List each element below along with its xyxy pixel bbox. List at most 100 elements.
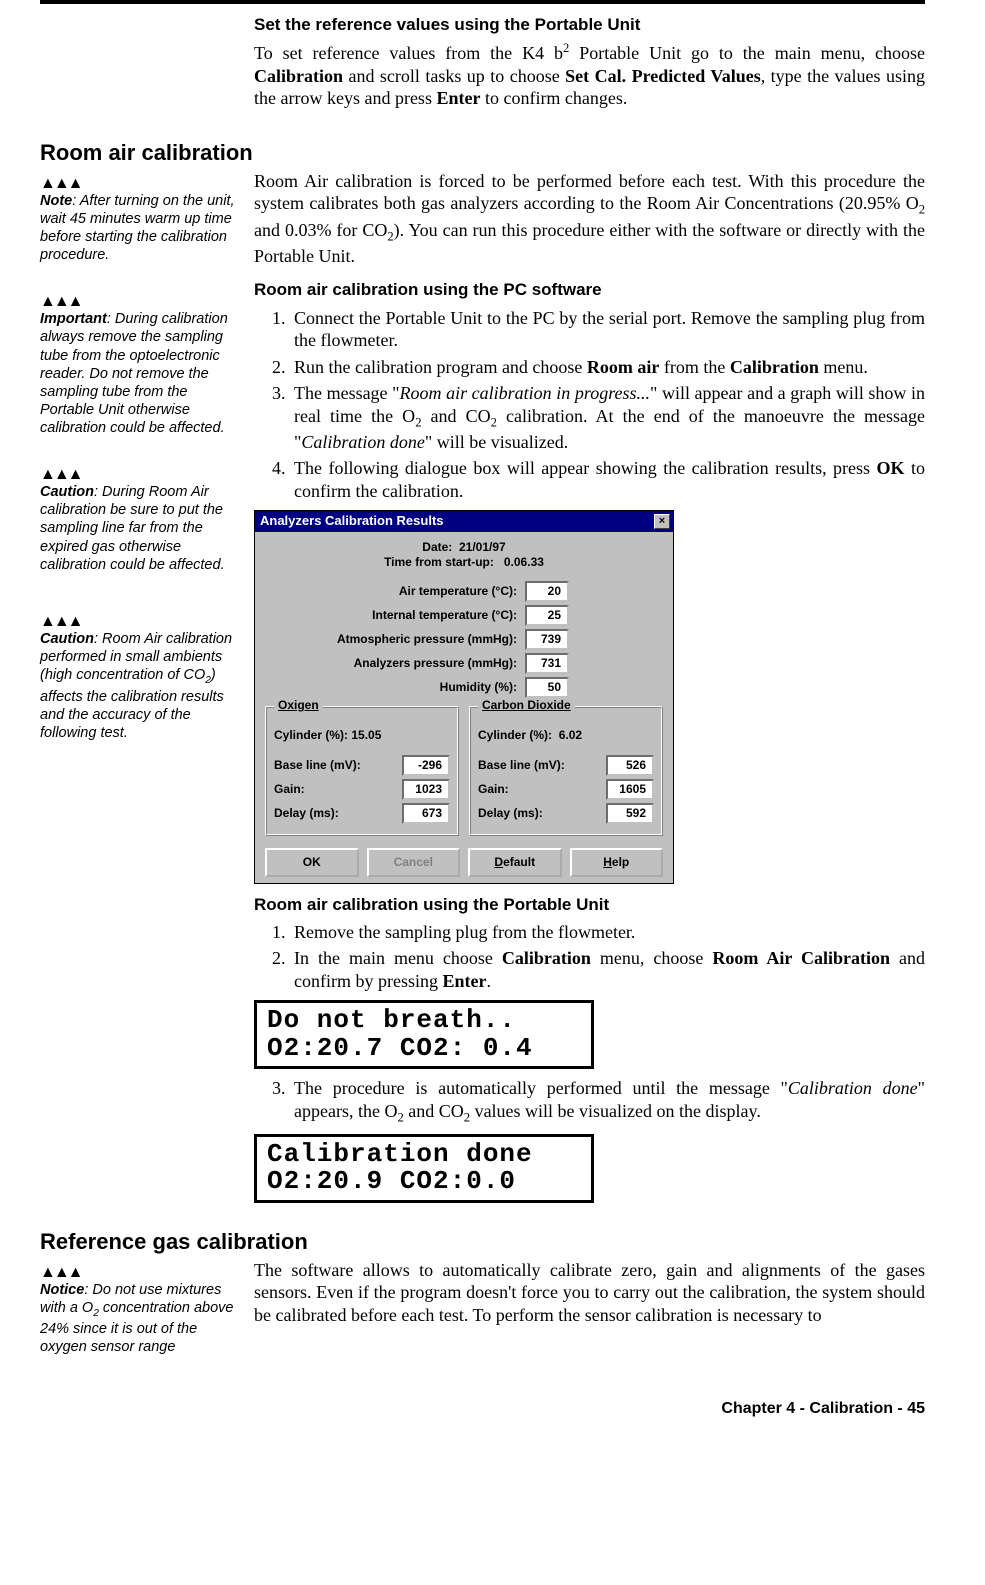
- airtemp-label: Air temperature (°C):: [265, 584, 525, 599]
- inttemp-label: Internal temperature (°C):: [265, 608, 525, 623]
- paragraph-set-ref: To set reference values from the K4 b2 P…: [254, 41, 925, 110]
- co2-cyl: 6.02: [559, 728, 582, 743]
- lcd-display-2: Calibration done O2:20.9 CO2:0.0: [254, 1134, 594, 1203]
- base-label: Base line (mV):: [274, 758, 361, 773]
- o2-base[interactable]: -296: [402, 755, 450, 776]
- sidebar-important: ▲▲▲ Important: During calibration always…: [40, 294, 240, 437]
- text: Room air: [587, 357, 659, 377]
- triangle-icon: ▲▲▲: [40, 294, 240, 310]
- text: menu, choose: [591, 948, 712, 968]
- date-value: 21/01/97: [459, 540, 506, 554]
- pu-steps-list-2: The procedure is automatically performed…: [254, 1077, 925, 1126]
- airtemp-value[interactable]: 20: [525, 581, 569, 602]
- text: Calibration done: [301, 432, 425, 452]
- text: Room Air Calibration: [712, 948, 890, 968]
- sidebar-notice: ▲▲▲ Notice: Do not use mixtures with a O…: [40, 1265, 240, 1357]
- gain-label: Gain:: [478, 782, 509, 797]
- sidebar-caution-2: ▲▲▲ Caution: Room Air calibration perfor…: [40, 614, 240, 742]
- paragraph-ref-gas: The software allows to automatically cal…: [254, 1259, 925, 1327]
- heading-set-ref: Set the reference values using the Porta…: [254, 14, 925, 35]
- o2-gain[interactable]: 1023: [402, 779, 450, 800]
- o2-delay[interactable]: 673: [402, 803, 450, 824]
- atm-label: Atmospheric pressure (mmHg):: [265, 632, 525, 647]
- text: Room Air calibration is forced to be per…: [254, 171, 925, 214]
- text: Enter: [442, 971, 486, 991]
- caution-label: Caution: [40, 631, 94, 647]
- list-item: The procedure is automatically performed…: [290, 1077, 925, 1126]
- important-label: Important: [40, 311, 107, 327]
- list-item: In the main menu choose Calibration menu…: [290, 947, 925, 992]
- text: Enter: [436, 88, 480, 108]
- text: In the main menu choose: [294, 948, 502, 968]
- anp-value[interactable]: 731: [525, 653, 569, 674]
- text: To set reference values from the K4 b: [254, 43, 563, 63]
- triangle-icon: ▲▲▲: [40, 467, 240, 483]
- oxygen-title: OOxigenxigen: [274, 698, 323, 713]
- text: Calibration: [730, 357, 819, 377]
- list-item: The message "Room air calibration in pro…: [290, 382, 925, 453]
- delay-label: Delay (ms):: [478, 806, 543, 821]
- o2-cyl: 15.05: [351, 728, 381, 743]
- lcd-line: O2:20.9 CO2:0.0: [267, 1168, 581, 1195]
- text: from the: [659, 357, 729, 377]
- note-label: Note: [40, 193, 72, 209]
- text: Calibration: [254, 66, 343, 86]
- close-icon[interactable]: ×: [654, 514, 670, 529]
- heading-pc-software: Room air calibration using the PC softwa…: [254, 279, 925, 300]
- text: The following dialogue box will appear s…: [294, 458, 877, 478]
- ok-button[interactable]: OK: [265, 848, 359, 877]
- dialog-titlebar: Analyzers Calibration Results ×: [255, 511, 673, 531]
- text: The message ": [294, 383, 400, 403]
- co2-title: Carbon DioxideCarbon Dioxide: [478, 698, 575, 713]
- lcd-line: Do not breath..: [267, 1007, 581, 1034]
- dialog-title: Analyzers Calibration Results: [260, 513, 444, 529]
- triangle-icon: ▲▲▲: [40, 176, 240, 192]
- date-label: Date:: [422, 540, 452, 554]
- lcd-display-1: Do not breath.. O2:20.7 CO2: 0.4: [254, 1000, 594, 1069]
- list-item: Connect the Portable Unit to the PC by t…: [290, 307, 925, 352]
- default-button[interactable]: DefaultDefault: [468, 848, 562, 877]
- co2-base[interactable]: 526: [606, 755, 654, 776]
- text: .: [486, 971, 491, 991]
- base-label: Base line (mV):: [478, 758, 565, 773]
- text: Run the calibration program and choose: [294, 357, 587, 377]
- atm-value[interactable]: 739: [525, 629, 569, 650]
- text: and CO: [404, 1101, 464, 1121]
- important-text: : During calibration always remove the s…: [40, 311, 228, 436]
- pu-steps-list: Remove the sampling plug from the flowme…: [254, 921, 925, 993]
- section-room-air: Room air calibration: [40, 140, 925, 166]
- anp-label: Analyzers pressure (mmHg):: [265, 656, 525, 671]
- text: Portable Unit go to the main menu, choos…: [569, 43, 925, 63]
- text: Room air calibration in progress...: [400, 383, 651, 403]
- text: " will be visualized.: [425, 432, 568, 452]
- hum-value[interactable]: 50: [525, 677, 569, 698]
- gain-label: Gain:: [274, 782, 305, 797]
- text: The procedure is automatically performed…: [294, 1078, 788, 1098]
- cancel-button[interactable]: Cancel: [367, 848, 461, 877]
- text: values will be visualized on the display…: [470, 1101, 761, 1121]
- cyl-label: Cylinder (%):: [274, 728, 348, 743]
- paragraph-room-intro: Room Air calibration is forced to be per…: [254, 170, 925, 268]
- help-button[interactable]: HelpHelp: [570, 848, 664, 877]
- calibration-results-dialog: Analyzers Calibration Results × Date: 21…: [254, 510, 674, 883]
- lcd-line: O2:20.7 CO2: 0.4: [267, 1035, 581, 1062]
- triangle-icon: ▲▲▲: [40, 614, 240, 630]
- triangle-icon: ▲▲▲: [40, 1265, 240, 1281]
- text: and CO: [421, 406, 490, 426]
- notice-label: Notice: [40, 1282, 84, 1298]
- co2-gain[interactable]: 1605: [606, 779, 654, 800]
- oxygen-group: OOxigenxigen Cylinder (%): 15.05 Base li…: [265, 706, 459, 836]
- heading-portable-unit: Room air calibration using the Portable …: [254, 894, 925, 915]
- sidebar-note: ▲▲▲ Note: After turning on the unit, wai…: [40, 176, 240, 265]
- inttemp-value[interactable]: 25: [525, 605, 569, 626]
- lcd-line: Calibration done: [267, 1141, 581, 1168]
- time-label: Time from start-up:: [384, 555, 494, 569]
- hum-label: Humidity (%):: [265, 680, 525, 695]
- text: to confirm changes.: [480, 88, 627, 108]
- text: and scroll tasks up to choose: [343, 66, 565, 86]
- co2-group: Carbon DioxideCarbon Dioxide Cylinder (%…: [469, 706, 663, 836]
- text: menu.: [819, 357, 868, 377]
- co2-delay[interactable]: 592: [606, 803, 654, 824]
- list-item: Run the calibration program and choose R…: [290, 356, 925, 379]
- text: OK: [877, 458, 905, 478]
